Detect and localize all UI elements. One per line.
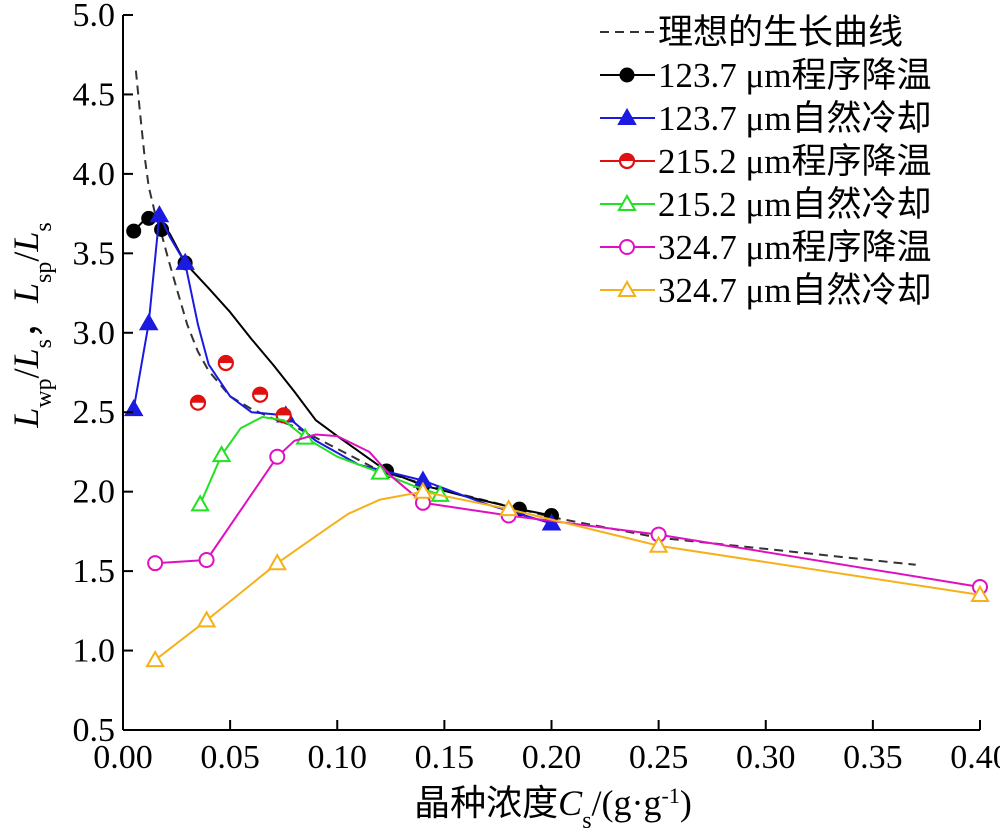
data-point	[252, 386, 269, 403]
y-tick-label: 3.5	[73, 235, 116, 272]
data-point	[149, 205, 170, 223]
data-point	[619, 239, 635, 255]
y-axis-title-part: L	[6, 283, 46, 304]
legend-entry: 215.2 μm自然冷却	[600, 185, 932, 224]
y-tick-label: 2.0	[73, 474, 116, 511]
y-axis-title-part: sp	[31, 262, 57, 283]
series-line	[132, 217, 552, 517]
legend-entry: 324.7 μm自然冷却	[600, 271, 932, 310]
data-point-fill	[218, 355, 233, 363]
x-tick-label: 0.35	[843, 739, 903, 776]
data-point	[147, 555, 164, 572]
x-axis-title-part: )	[680, 783, 692, 823]
data-point	[126, 223, 142, 239]
data-point-fill	[276, 408, 291, 416]
data-point	[211, 445, 232, 463]
x-axis-title-part: 晶种浓度	[414, 783, 558, 823]
data-point	[618, 152, 636, 170]
data-point	[617, 279, 637, 298]
y-tick-label: 1.5	[73, 553, 116, 590]
series-line	[155, 433, 981, 588]
legend-label: 123.7 μm自然冷却	[658, 99, 932, 138]
legend-entry: 123.7 μm程序降温	[600, 56, 932, 95]
x-axis-title: 晶种浓度Cs/(g·g-1)	[414, 783, 692, 833]
data-point	[498, 499, 519, 517]
y-tick-label: 2.5	[73, 394, 116, 431]
y-tick-label: 4.0	[73, 156, 116, 193]
data-point	[413, 481, 433, 499]
data-point	[196, 610, 217, 628]
data-point-fill	[253, 387, 268, 395]
data-point	[617, 193, 637, 212]
y-axis-title: Lwp/Ls，Lsp/Ls	[6, 222, 57, 429]
data-point	[267, 553, 288, 571]
legend-entry: 123.7 μm自然冷却	[600, 99, 932, 138]
series-6	[145, 481, 990, 668]
x-tick-label: 0.00	[93, 739, 153, 776]
y-axis-title-part: wp	[31, 378, 57, 407]
data-point	[617, 107, 637, 126]
y-tick-label: 4.5	[73, 76, 116, 113]
x-tick-label: 0.10	[308, 739, 368, 776]
y-tick-label: 1.0	[73, 633, 116, 670]
y-axis-title-part: /	[6, 368, 46, 378]
x-axis-title-part: -1	[662, 783, 680, 808]
y-axis-title-part: L	[6, 408, 46, 429]
data-point	[190, 494, 210, 512]
data-point	[198, 551, 215, 568]
legend-entry: 324.7 μm程序降温	[600, 228, 932, 267]
legend-label: 324.7 μm程序降温	[658, 228, 932, 267]
legend-label: 215.2 μm自然冷却	[658, 185, 932, 224]
x-axis-title-part: /(g·g	[592, 783, 662, 823]
x-axis-title-part: s	[582, 808, 591, 833]
data-point	[970, 584, 990, 602]
y-axis-title-part: s	[31, 339, 57, 348]
x-tick-label: 0.25	[629, 739, 689, 776]
series-line	[132, 214, 552, 525]
y-tick-label: 5.0	[73, 0, 116, 34]
series-1	[126, 210, 559, 523]
data-point	[217, 354, 234, 372]
legend-entry: 215.2 μm程序降温	[600, 142, 932, 181]
x-tick-label: 0.20	[522, 739, 582, 776]
data-point	[145, 650, 165, 668]
y-axis-title-part: L	[6, 348, 46, 369]
legend-label: 123.7 μm程序降温	[658, 56, 932, 95]
y-tick-label: 3.0	[73, 315, 116, 352]
legend-label: 324.7 μm自然冷却	[658, 271, 932, 310]
legend-label: 215.2 μm程序降温	[658, 142, 932, 181]
axes: 0.00 0.05 0.10 0.15 0.20 0.25 0.30 0.35 0.40 0.5 1…	[73, 0, 1000, 776]
x-axis-title-part: C	[558, 783, 583, 823]
x-tick-label: 0.30	[736, 739, 796, 776]
data-point	[138, 313, 159, 331]
data-point	[189, 394, 207, 411]
legend: 理想的生长曲线 123.7 μm程序降温 123.7 μm自然冷却 215.2 μm程…	[600, 13, 932, 310]
legend-label: 理想的生长曲线	[658, 13, 903, 52]
x-tick-label: 0.15	[415, 739, 475, 776]
legend-entry: 理想的生长曲线	[600, 13, 903, 52]
series-line	[154, 490, 981, 661]
data-point	[269, 448, 286, 465]
y-axis-title-part: s	[31, 222, 57, 231]
x-tick-label: 0.40	[950, 739, 1000, 776]
data-point	[370, 462, 390, 480]
series-2	[123, 205, 562, 531]
y-axis-title-part: /	[6, 252, 46, 262]
x-tick-label: 0.05	[200, 739, 260, 776]
data-point	[619, 67, 635, 83]
y-axis-title-part: L	[6, 232, 46, 253]
data-point	[648, 535, 669, 553]
data-point-fill	[190, 395, 205, 403]
data-point-fill	[620, 154, 634, 161]
series-line	[199, 416, 441, 505]
y-axis-title-part: ，	[6, 303, 46, 339]
data-point	[175, 252, 195, 270]
plot-area	[123, 70, 990, 668]
y-tick-label: 0.5	[73, 712, 116, 749]
series-4	[190, 416, 450, 512]
